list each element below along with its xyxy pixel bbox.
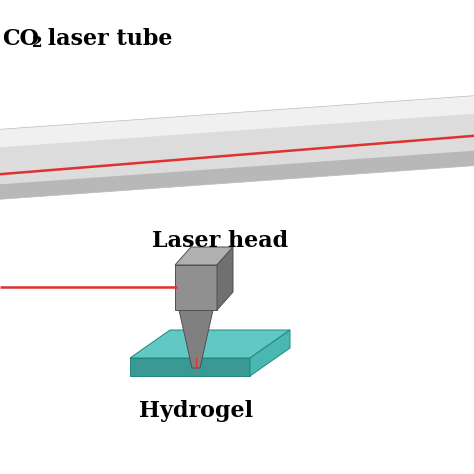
Text: CO: CO: [2, 28, 39, 50]
Polygon shape: [175, 247, 233, 265]
Polygon shape: [130, 330, 290, 358]
Polygon shape: [0, 150, 474, 200]
Polygon shape: [250, 330, 290, 376]
Text: Laser head: Laser head: [152, 230, 288, 252]
Text: laser tube: laser tube: [40, 28, 173, 50]
Polygon shape: [130, 358, 250, 376]
Polygon shape: [179, 310, 213, 368]
Polygon shape: [0, 95, 474, 148]
Polygon shape: [217, 247, 233, 310]
Text: Hydrogel: Hydrogel: [139, 400, 253, 422]
Text: 2: 2: [32, 36, 43, 50]
Bar: [175, 265, 217, 310]
Polygon shape: [0, 95, 474, 200]
